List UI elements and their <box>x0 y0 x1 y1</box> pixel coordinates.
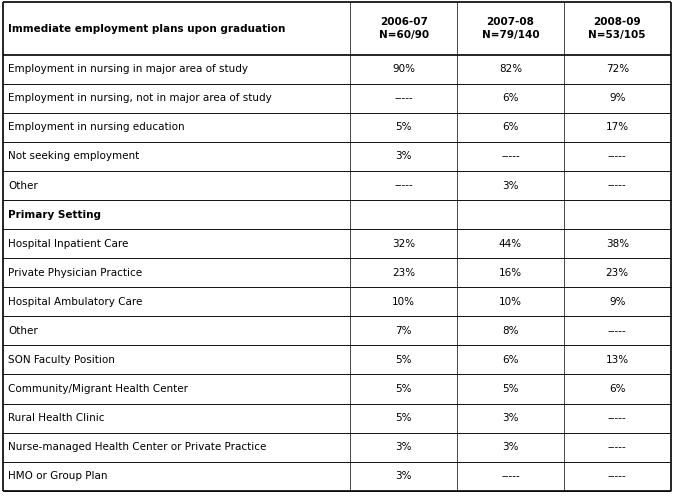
Text: Hospital Ambulatory Care: Hospital Ambulatory Care <box>8 297 142 307</box>
Text: 3%: 3% <box>502 180 519 190</box>
Text: Primary Setting: Primary Setting <box>8 210 101 220</box>
Text: 2007-08
N=79/140: 2007-08 N=79/140 <box>482 17 539 40</box>
Text: 6%: 6% <box>502 93 519 103</box>
Text: HMO or Group Plan: HMO or Group Plan <box>8 471 108 481</box>
Text: Not seeking employment: Not seeking employment <box>8 152 140 162</box>
Text: Other: Other <box>8 180 38 190</box>
Text: 2006-07
N=60/90: 2006-07 N=60/90 <box>379 17 429 40</box>
Text: 3%: 3% <box>502 442 519 452</box>
Text: 82%: 82% <box>499 64 522 74</box>
Text: 23%: 23% <box>392 268 415 278</box>
Text: 6%: 6% <box>502 122 519 132</box>
Text: 32%: 32% <box>392 239 415 248</box>
Text: 5%: 5% <box>502 384 519 394</box>
Text: 5%: 5% <box>396 355 412 365</box>
Text: -----: ----- <box>394 93 413 103</box>
Text: 5%: 5% <box>396 384 412 394</box>
Text: 23%: 23% <box>606 268 629 278</box>
Text: Private Physician Practice: Private Physician Practice <box>8 268 142 278</box>
Text: 6%: 6% <box>609 384 625 394</box>
Text: Employment in nursing, not in major area of study: Employment in nursing, not in major area… <box>8 93 272 103</box>
Text: 3%: 3% <box>396 152 412 162</box>
Text: 9%: 9% <box>609 93 625 103</box>
Text: 3%: 3% <box>396 442 412 452</box>
Text: -----: ----- <box>608 413 627 423</box>
Text: 16%: 16% <box>499 268 522 278</box>
Text: -----: ----- <box>608 326 627 336</box>
Text: 10%: 10% <box>499 297 522 307</box>
Text: 10%: 10% <box>392 297 415 307</box>
Text: Community/Migrant Health Center: Community/Migrant Health Center <box>8 384 188 394</box>
Text: -----: ----- <box>608 152 627 162</box>
Text: 17%: 17% <box>606 122 629 132</box>
Text: Other: Other <box>8 326 38 336</box>
Text: 13%: 13% <box>606 355 629 365</box>
Text: 5%: 5% <box>396 122 412 132</box>
Text: -----: ----- <box>394 180 413 190</box>
Text: Employment in nursing in major area of study: Employment in nursing in major area of s… <box>8 64 248 74</box>
Text: 5%: 5% <box>396 413 412 423</box>
Text: 90%: 90% <box>392 64 415 74</box>
Text: 6%: 6% <box>502 355 519 365</box>
Text: SON Faculty Position: SON Faculty Position <box>8 355 115 365</box>
Text: -----: ----- <box>608 442 627 452</box>
Text: -----: ----- <box>608 180 627 190</box>
Text: 44%: 44% <box>499 239 522 248</box>
Text: Nurse-managed Health Center or Private Practice: Nurse-managed Health Center or Private P… <box>8 442 266 452</box>
Text: 2008-09
N=53/105: 2008-09 N=53/105 <box>588 17 646 40</box>
Text: 72%: 72% <box>606 64 629 74</box>
Text: Immediate employment plans upon graduation: Immediate employment plans upon graduati… <box>8 23 286 34</box>
Text: -----: ----- <box>501 152 520 162</box>
Text: 38%: 38% <box>606 239 629 248</box>
Text: 3%: 3% <box>502 413 519 423</box>
Text: 7%: 7% <box>396 326 412 336</box>
Text: 8%: 8% <box>502 326 519 336</box>
Text: Rural Health Clinic: Rural Health Clinic <box>8 413 104 423</box>
Text: Employment in nursing education: Employment in nursing education <box>8 122 185 132</box>
Text: 3%: 3% <box>396 471 412 481</box>
Text: Hospital Inpatient Care: Hospital Inpatient Care <box>8 239 129 248</box>
Text: 9%: 9% <box>609 297 625 307</box>
Text: -----: ----- <box>501 471 520 481</box>
Text: -----: ----- <box>608 471 627 481</box>
